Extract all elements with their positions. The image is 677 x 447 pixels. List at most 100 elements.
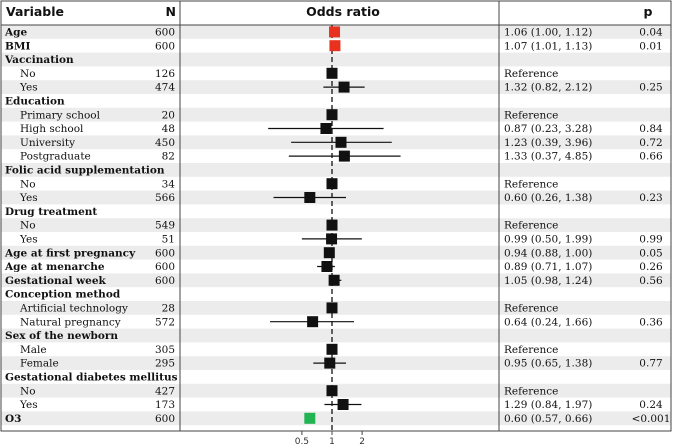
variable-label: Age at menarche [4, 261, 105, 273]
header-odds-ratio: Odds ratio [306, 4, 380, 19]
row-band [1, 328, 671, 343]
sub-variable-label: Postgraduate [20, 151, 91, 163]
or-ci-value: 1.05 (0.98, 1.24) [504, 275, 592, 287]
n-value: 600 [155, 275, 175, 287]
variable-label: Education [5, 96, 65, 108]
p-value: 0.23 [639, 192, 662, 204]
or-ci-value: 1.06 (1.00, 1.12) [504, 27, 592, 39]
or-ci-value: 0.95 (0.65, 1.38) [504, 358, 592, 370]
p-value: 0.56 [639, 275, 663, 287]
p-value: 0.99 [639, 234, 662, 246]
n-value: 600 [155, 261, 175, 273]
or-ci-value: 0.94 (0.88, 1.00) [504, 247, 592, 259]
n-value: 600 [155, 27, 175, 39]
n-value: 600 [155, 40, 175, 52]
n-value: 305 [155, 344, 175, 356]
n-value: 450 [155, 137, 175, 149]
or-ci-value: Reference [504, 385, 558, 397]
or-ci-value: 1.29 (0.84, 1.97) [504, 399, 592, 411]
n-value: 82 [162, 151, 175, 163]
or-ci-value: Reference [504, 109, 558, 121]
or-point [320, 123, 332, 134]
or-point [304, 412, 316, 424]
variable-label: Conception method [5, 289, 121, 301]
n-value: 474 [155, 82, 175, 94]
or-ci-value: Reference [504, 220, 558, 232]
or-point [326, 67, 338, 79]
n-value: 600 [155, 413, 175, 425]
variable-label: Folic acid supplementation [5, 165, 165, 177]
n-value: 20 [162, 109, 175, 121]
or-point [335, 136, 347, 148]
or-point [337, 399, 349, 410]
plot-area [268, 25, 401, 431]
p-value: 0.05 [639, 247, 662, 259]
header-n: N [166, 4, 176, 19]
variable-label: Drug treatment [5, 206, 97, 218]
sub-variable-label: Yes [19, 399, 38, 411]
sub-variable-label: Primary school [20, 109, 101, 121]
row-band [1, 245, 671, 260]
or-point [326, 385, 338, 397]
p-value: 0.66 [639, 151, 663, 163]
or-ci-value: 1.07 (1.01, 1.13) [504, 40, 592, 52]
variable-label: Age [4, 27, 27, 39]
or-point [328, 274, 340, 286]
p-value: 0.36 [639, 316, 663, 328]
p-value: 0.01 [639, 40, 662, 52]
p-value: 0.77 [639, 358, 662, 370]
column-headers: Variable N Odds ratio p [6, 4, 653, 19]
or-point [323, 247, 335, 259]
sub-variable-label: Female [20, 358, 59, 370]
p-value: 0.26 [639, 261, 663, 273]
p-value: 0.25 [639, 82, 662, 94]
header-p: p [644, 4, 653, 19]
sub-variable-label: University [20, 137, 75, 149]
n-value: 173 [155, 399, 175, 411]
row-band [1, 52, 671, 67]
variable-label: Gestational week [5, 275, 107, 287]
sub-variable-label: Artificial technology [19, 303, 128, 315]
sub-variable-label: Yes [19, 192, 38, 204]
n-value: 28 [162, 303, 175, 315]
x-tick-label: 2 [359, 437, 365, 447]
sub-variable-label: No [20, 178, 36, 190]
p-value: 0.04 [639, 27, 663, 39]
n-value: 48 [162, 123, 175, 135]
n-value: 34 [162, 178, 176, 190]
or-point [338, 81, 350, 93]
n-value: 295 [155, 358, 175, 370]
or-point [326, 219, 338, 231]
variable-label: BMI [5, 40, 30, 52]
x-axis: 0.5 1 2 [295, 431, 365, 447]
n-value: 572 [155, 316, 175, 328]
or-ci-value: Reference [504, 344, 558, 356]
table-border [0, 0, 672, 432]
n-value: 549 [155, 220, 175, 232]
variable-label: Age at first pregnancy [4, 247, 136, 259]
n-value: 600 [155, 247, 175, 259]
variable-label: O3 [5, 413, 21, 425]
variable-label: Vaccination [4, 54, 74, 66]
or-point [329, 26, 341, 38]
or-point [326, 302, 338, 314]
n-value: 126 [155, 68, 175, 80]
or-point [304, 192, 316, 203]
sub-variable-label: High school [20, 123, 84, 135]
variable-label: Gestational diabetes mellitus [5, 372, 178, 384]
or-point [338, 150, 350, 162]
or-point [329, 40, 341, 52]
or-ci-value: 1.23 (0.39, 3.96) [504, 137, 592, 149]
or-ci-value: 0.99 (0.50, 1.99) [504, 234, 592, 246]
p-value: 0.72 [639, 137, 662, 149]
or-point [326, 109, 338, 121]
or-point [326, 233, 338, 245]
n-value: 51 [162, 234, 175, 246]
or-ci-value: 0.60 (0.26, 1.38) [504, 192, 592, 204]
or-point [321, 261, 333, 272]
n-value: 566 [155, 192, 175, 204]
row-band [1, 163, 671, 177]
or-ci-value: 1.32 (0.82, 2.12) [504, 82, 592, 94]
p-value: 0.24 [639, 399, 663, 411]
